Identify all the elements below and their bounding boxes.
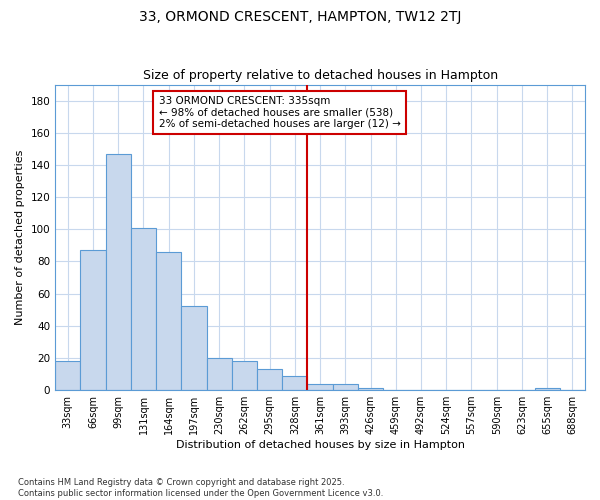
Text: 33 ORMOND CRESCENT: 335sqm
← 98% of detached houses are smaller (538)
2% of semi: 33 ORMOND CRESCENT: 335sqm ← 98% of deta… — [158, 96, 400, 129]
Bar — [307, 384, 332, 390]
Title: Size of property relative to detached houses in Hampton: Size of property relative to detached ho… — [143, 69, 497, 82]
Bar — [156, 252, 181, 390]
Text: 33, ORMOND CRESCENT, HAMPTON, TW12 2TJ: 33, ORMOND CRESCENT, HAMPTON, TW12 2TJ — [139, 10, 461, 24]
Bar — [106, 154, 131, 390]
Bar — [181, 306, 206, 390]
Bar — [282, 376, 307, 390]
Bar — [55, 361, 80, 390]
Text: Contains HM Land Registry data © Crown copyright and database right 2025.
Contai: Contains HM Land Registry data © Crown c… — [18, 478, 383, 498]
Bar — [131, 228, 156, 390]
Bar — [257, 369, 282, 390]
Y-axis label: Number of detached properties: Number of detached properties — [15, 150, 25, 325]
Bar — [358, 388, 383, 390]
Bar — [206, 358, 232, 390]
Bar — [535, 388, 560, 390]
X-axis label: Distribution of detached houses by size in Hampton: Distribution of detached houses by size … — [176, 440, 464, 450]
Bar — [232, 361, 257, 390]
Bar — [332, 384, 358, 390]
Bar — [80, 250, 106, 390]
